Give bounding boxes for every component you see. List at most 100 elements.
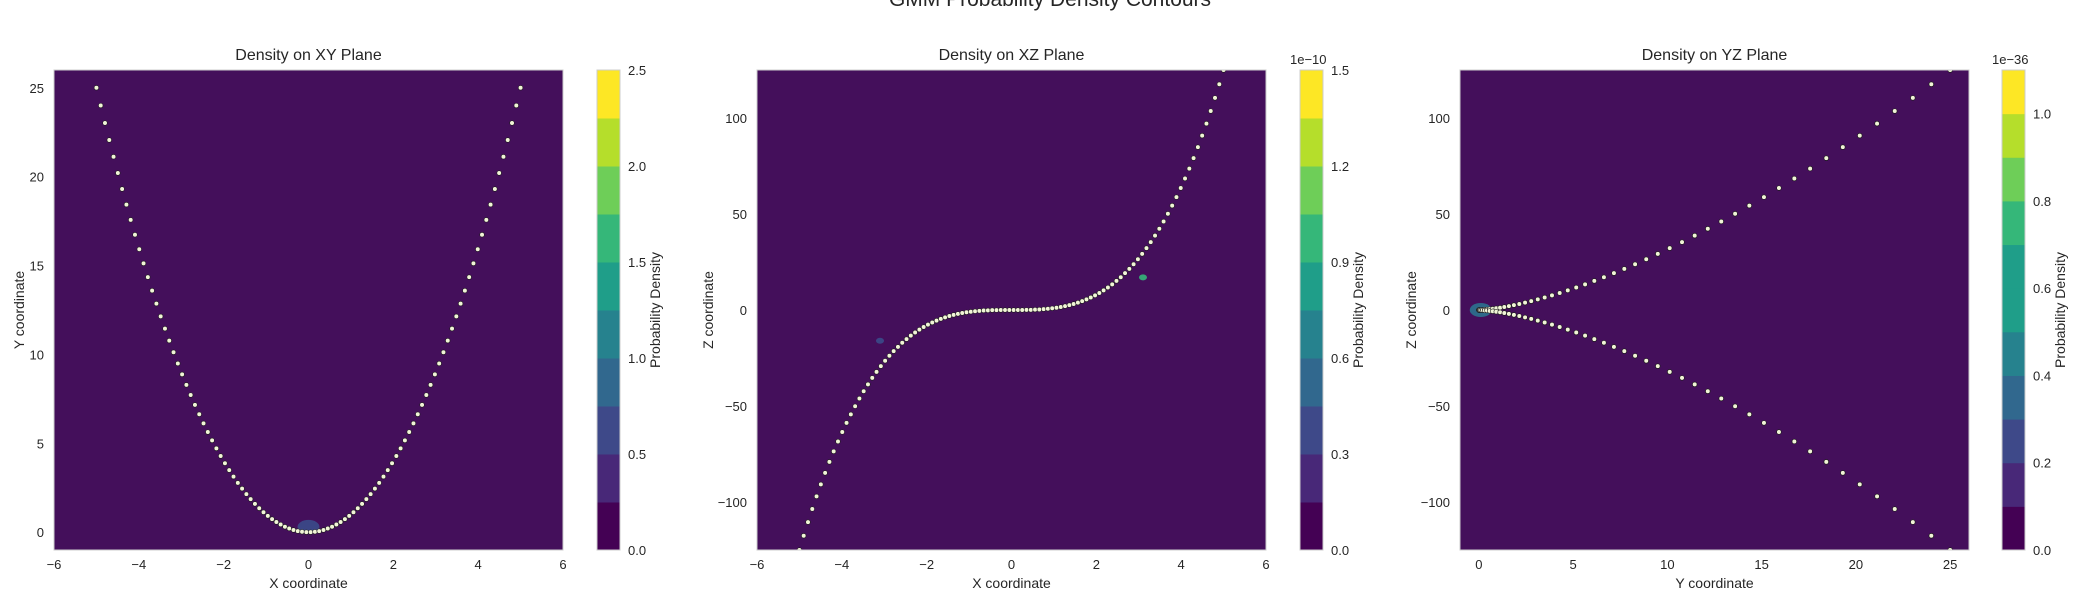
y-tick-label: −100	[1421, 495, 1450, 510]
data-point	[132, 232, 138, 238]
data-point	[1212, 95, 1218, 101]
panel-title: Density on YZ Plane	[1642, 47, 1788, 64]
data-point	[175, 360, 181, 367]
data-point	[1083, 296, 1090, 303]
plot-contents	[1469, 70, 1953, 550]
data-point	[119, 186, 125, 192]
data-point	[1220, 70, 1227, 73]
data-point	[453, 313, 459, 319]
data-point	[1776, 429, 1782, 435]
data-point	[1823, 155, 1829, 161]
data-point	[865, 381, 871, 387]
data-point	[1101, 287, 1107, 293]
x-tick-label: 2	[390, 557, 397, 572]
x-tick-label: 15	[1754, 557, 1768, 572]
data-point	[410, 420, 417, 426]
colorbar-level	[1300, 454, 1323, 503]
data-point	[1501, 310, 1507, 316]
data-point	[1002, 307, 1008, 313]
colorbar-tick-label: 0.3	[1331, 447, 1349, 462]
axes-frame	[1459, 69, 1970, 551]
data-point	[153, 301, 159, 307]
colorbar-level	[1300, 262, 1323, 311]
data-point	[1522, 314, 1528, 320]
data-point	[976, 308, 982, 314]
data-point	[166, 338, 172, 344]
colorbar-level	[2002, 157, 2025, 202]
data-point	[1062, 303, 1068, 309]
data-point	[170, 349, 177, 355]
data-point	[882, 358, 888, 364]
data-point	[1088, 294, 1094, 301]
data-point	[1807, 165, 1813, 172]
data-point	[1190, 155, 1197, 161]
data-point	[1679, 239, 1685, 245]
axes-frame	[53, 69, 564, 551]
data-point	[1840, 144, 1846, 150]
data-point	[869, 375, 875, 381]
data-point	[1542, 319, 1548, 326]
data-point	[239, 486, 245, 492]
data-point	[985, 307, 991, 313]
colorbar-level	[2002, 419, 2025, 464]
data-point	[1045, 306, 1051, 312]
data-point	[1643, 256, 1649, 262]
data-point	[1522, 300, 1528, 306]
data-point	[1565, 287, 1571, 293]
data-point	[1718, 395, 1724, 402]
data-point	[1874, 121, 1880, 127]
panel-title: Density on XY Plane	[235, 47, 382, 64]
data-point	[1549, 292, 1555, 298]
colorbar-tick-label: 0.6	[2033, 281, 2051, 296]
data-point	[831, 448, 837, 455]
data-point	[436, 360, 442, 367]
colorbar-tick-label: 1.5	[1331, 63, 1349, 78]
data-point	[1611, 344, 1617, 350]
data-point	[998, 307, 1004, 313]
data-point	[1611, 270, 1617, 276]
data-point	[492, 186, 498, 192]
data-point	[813, 493, 820, 499]
x-tick-label: 25	[1943, 557, 1957, 572]
data-point	[1173, 194, 1180, 200]
data-point	[981, 307, 987, 314]
data-point	[479, 232, 485, 238]
data-point	[428, 382, 434, 388]
data-point	[179, 371, 185, 377]
colorbar: 0.0 0.3 0.6 0.9 1.2 1.5 1e−10 Probability Densi…	[1290, 52, 1366, 558]
data-point	[1011, 307, 1017, 313]
data-point	[1557, 324, 1563, 330]
y-axis-label: Z coordinate	[1403, 271, 1419, 349]
x-tick-label: 6	[559, 557, 566, 572]
y-tick-label: −50	[1428, 399, 1450, 414]
data-point	[183, 382, 189, 388]
data-point	[891, 348, 897, 354]
data-point	[346, 513, 352, 519]
data-point	[826, 459, 833, 465]
data-point	[145, 274, 151, 280]
data-point	[839, 429, 845, 435]
data-point	[925, 322, 931, 328]
data-point	[1075, 300, 1081, 306]
data-point	[1203, 121, 1210, 127]
data-point	[188, 392, 194, 398]
colorbar-label: Probability Density	[2052, 252, 2068, 368]
data-point	[912, 329, 918, 336]
colorbar-offset-text: 1e−36	[1992, 52, 2029, 67]
density-blob-1	[876, 337, 885, 344]
colorbar-label: Probability Density	[647, 252, 663, 368]
data-point	[376, 480, 382, 486]
colorbar-level	[597, 454, 620, 503]
x-tick-label: 10	[1660, 557, 1674, 572]
data-point	[329, 524, 335, 530]
data-point	[1160, 218, 1167, 225]
colorbar-tick-label: 0.5	[628, 447, 646, 462]
data-point	[989, 307, 995, 313]
data-point	[1791, 175, 1797, 182]
plot-contents	[93, 85, 524, 535]
data-point	[372, 486, 378, 492]
data-point	[1718, 218, 1724, 225]
data-point	[1549, 322, 1555, 328]
y-tick-label: 0	[37, 525, 44, 540]
